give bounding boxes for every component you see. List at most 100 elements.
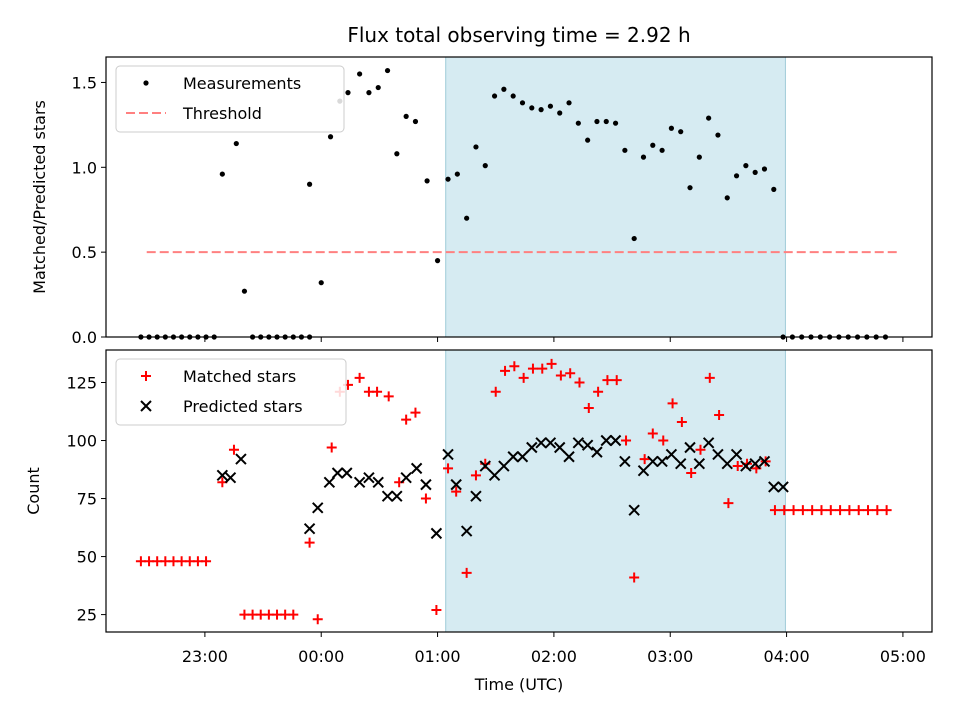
matched-star-point: [621, 435, 632, 446]
predicted-star-point: [488, 469, 501, 482]
measurement-point: [659, 147, 665, 153]
predicted-star-point: [554, 441, 566, 454]
measurement-point: [345, 90, 351, 96]
predicted-star-point: [470, 490, 482, 502]
matched-star-point: [312, 614, 323, 625]
measurement-point: [306, 181, 313, 187]
measurement-point: [771, 186, 777, 192]
measurement-point: [412, 118, 419, 125]
predicted-star-point: [591, 446, 603, 458]
matched-star-point: [723, 498, 734, 509]
measurement-point: [687, 185, 693, 191]
x-tick-label: 01:00: [415, 647, 461, 666]
measurement-point: [403, 113, 409, 119]
matched-star-point: [500, 365, 511, 376]
measurement-point: [733, 173, 740, 179]
matched-star-point: [593, 386, 604, 397]
legend-predicted-marker: [140, 400, 152, 412]
predicted-star-point: [216, 469, 229, 482]
bottom-panel: 25 50 75 100 125 23:00 00:00 01:00 02:00 03:00 04:…: [24, 349, 933, 694]
measurement-point: [434, 258, 441, 264]
matched-star-point: [372, 386, 383, 397]
measurement-point: [612, 120, 619, 126]
predicted-star-point: [224, 471, 237, 484]
matched-star-point: [401, 414, 412, 425]
predicted-star-point: [391, 490, 403, 502]
predicted-star-point: [479, 460, 491, 472]
x-tick-label: 00:00: [298, 647, 344, 666]
measurement-point: [464, 215, 470, 221]
matched-star-point: [611, 375, 622, 386]
x-axis-label: Time (UTC): [474, 675, 563, 694]
y-axis-label: Count: [24, 467, 43, 515]
measurement-point: [715, 132, 721, 138]
predicted-star-point: [323, 476, 336, 489]
matched-star-point: [686, 468, 697, 479]
y-tick-label: 0.5: [72, 243, 97, 262]
measurement-point: [327, 134, 334, 140]
legend-label: Predicted stars: [183, 397, 303, 416]
predicted-star-point: [410, 462, 423, 475]
axes-frame: [105, 56, 933, 338]
x-tick-label: 02:00: [531, 647, 577, 666]
matched-star-point: [779, 505, 790, 516]
matched-star-point: [676, 416, 687, 427]
measurement-point: [375, 84, 381, 91]
predicted-star-point: [628, 504, 640, 516]
matched-star-point: [639, 454, 650, 465]
matched-star-point: [470, 470, 481, 481]
measurement-point: [603, 118, 609, 125]
predicted-star-point: [235, 453, 247, 465]
legend-label: Threshold: [182, 104, 262, 123]
matched-star-point: [490, 386, 501, 397]
matched-star-point: [695, 444, 706, 455]
predicted-star-point: [581, 439, 594, 451]
matched-star-point: [354, 372, 365, 383]
legend-matched-marker: [141, 371, 151, 381]
predicted-star-point: [777, 481, 789, 493]
matched-star-point: [527, 363, 538, 374]
predicted-star-point: [702, 437, 715, 449]
matched-star-point: [658, 435, 669, 446]
x-tick-label: 04:00: [764, 647, 810, 666]
matched-star-point: [797, 505, 808, 516]
predicted-star-point: [665, 448, 678, 461]
y-tick-label: 1.0: [72, 158, 97, 177]
matched-star-point: [537, 363, 548, 374]
series-predicted-stars: [216, 434, 789, 540]
y-tick-label: 75: [77, 490, 97, 509]
measurement-point: [519, 100, 526, 106]
top-panel: 0.0 0.5 1.0 1.5 Matched/Predicted stars Measu…: [30, 56, 933, 347]
measurement-point: [761, 166, 768, 172]
matched-star-point: [714, 409, 725, 420]
matched-star-point: [451, 486, 462, 497]
predicted-star-point: [450, 478, 462, 491]
axes-frame: [105, 349, 933, 633]
measurement-point: [233, 140, 239, 147]
legend: Matched stars Predicted stars: [115, 358, 347, 426]
matched-star-point: [863, 505, 874, 516]
matched-star-point: [228, 444, 239, 455]
measurement-point: [668, 125, 675, 131]
predicted-star-point: [331, 467, 344, 479]
measurement-point: [241, 288, 248, 294]
observing-span: [445, 349, 786, 633]
matched-star-point: [835, 505, 846, 516]
measurement-point: [622, 147, 628, 153]
matched-star-point: [872, 505, 883, 516]
measurement-point: [557, 110, 563, 116]
predicted-star-point: [442, 448, 454, 461]
y-tick-label: 25: [77, 606, 97, 625]
measurement-point: [752, 169, 758, 175]
measurement-point: [394, 151, 400, 157]
predicted-star-point: [600, 434, 612, 447]
legend-label: Matched stars: [183, 367, 296, 386]
measurement-point: [501, 86, 507, 92]
legend-box: [115, 358, 347, 426]
legend: Measurements Threshold: [115, 65, 345, 133]
matched-star-point: [807, 505, 818, 516]
predicted-star-point: [498, 460, 510, 472]
measurement-point: [724, 195, 730, 201]
predicted-star-point: [341, 467, 353, 479]
